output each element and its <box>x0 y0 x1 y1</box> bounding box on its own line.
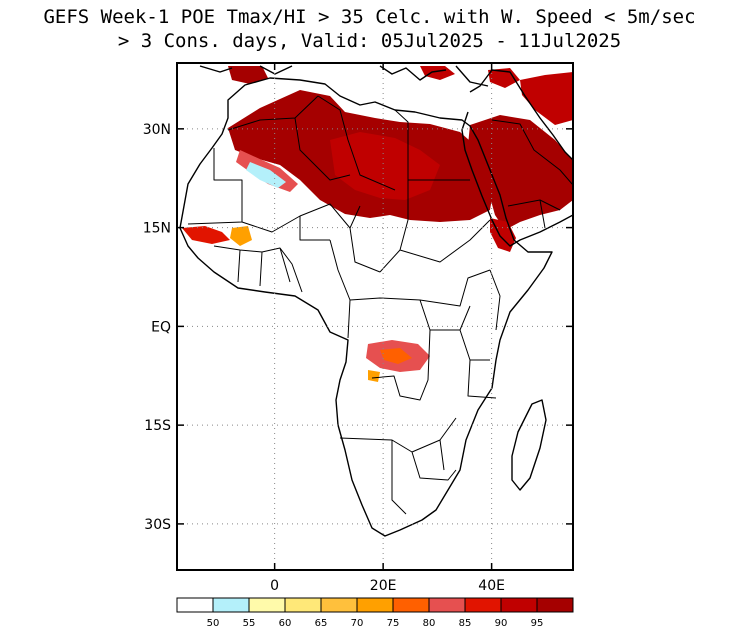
arabia-north-heat <box>520 72 573 125</box>
mali-spot-heat <box>230 226 252 246</box>
colorbar-swatch-6 <box>392 597 430 613</box>
colorbar-label-85: 85 <box>459 618 472 629</box>
arabia-coastline <box>461 69 573 247</box>
libya-coast-heat <box>420 66 455 80</box>
gridlines <box>177 63 573 570</box>
lat-tick-label-15N: 15N <box>143 221 171 237</box>
madagascar-coastline <box>511 399 547 491</box>
heat-shading <box>182 66 573 382</box>
sahara-light-edge <box>246 162 286 188</box>
arabia-borders <box>491 119 573 229</box>
colorbar-swatch-9 <box>500 597 538 613</box>
lat-tick-label-15S: 15S <box>144 418 171 434</box>
map-frame <box>176 62 574 571</box>
colorbar-label-80: 80 <box>423 618 436 629</box>
colorbar-label-75: 75 <box>387 618 400 629</box>
arabia-heat-region <box>468 115 573 230</box>
colorbar-label-70: 70 <box>351 618 364 629</box>
country-borders <box>187 95 573 515</box>
latitude-axis: 30N 15N EQ 15S 30S <box>143 122 573 533</box>
sahel-borders <box>241 203 491 273</box>
map-title-line-1: GEFS Week-1 POE Tmax/HI > 35 Celc. with … <box>43 6 696 28</box>
colorbar-label-50: 50 <box>207 618 220 629</box>
colorbar-swatch-4 <box>320 597 358 613</box>
longitude-axis: 0 20E 40E <box>270 63 505 594</box>
southern-africa-borders <box>339 417 457 515</box>
senegal-heat <box>182 226 230 244</box>
lat-tick-label-30N: 30N <box>143 122 171 138</box>
maghreb-heat <box>228 66 268 84</box>
lat-tick-label-30S: 30S <box>144 517 171 533</box>
colorbar-swatch-3 <box>284 597 322 613</box>
colorbar-label-65: 65 <box>315 618 328 629</box>
colorbar-swatch-8 <box>464 597 502 613</box>
colorbar-swatch-1 <box>212 597 250 613</box>
africa-coastline <box>179 77 553 537</box>
west-africa-borders <box>213 245 303 293</box>
colorbar-swatch-10 <box>536 597 574 613</box>
western-sahara-border <box>187 148 243 225</box>
central-africa-borders <box>329 239 491 401</box>
congo-heat-core <box>380 348 412 364</box>
lon-tick-label-20E: 20E <box>370 578 397 594</box>
maghreb-borders <box>227 95 470 220</box>
lon-tick-label-40E: 40E <box>478 578 505 594</box>
levant-heat <box>488 68 520 88</box>
map-title-line-2: > 3 Cons. days, Valid: 05Jul2025 - 11Jul… <box>117 30 622 52</box>
lon-tick-label-0: 0 <box>270 578 279 594</box>
colorbar: 50 55 60 65 70 75 80 85 90 95 <box>176 597 574 629</box>
colorbar-swatch-7 <box>428 597 466 613</box>
colorbar-label-55: 55 <box>243 618 256 629</box>
colorbar-label-60: 60 <box>279 618 292 629</box>
east-africa-borders <box>459 269 501 399</box>
colorbar-label-90: 90 <box>495 618 508 629</box>
colorbar-swatch-2 <box>248 597 286 613</box>
colorbar-swatch-0 <box>176 597 214 613</box>
colorbar-label-95: 95 <box>531 618 544 629</box>
sahara-heat-core <box>330 132 440 200</box>
angola-heat-spot <box>368 370 380 382</box>
lat-tick-label-EQ: EQ <box>151 319 171 335</box>
colorbar-swatch-5 <box>356 597 394 613</box>
